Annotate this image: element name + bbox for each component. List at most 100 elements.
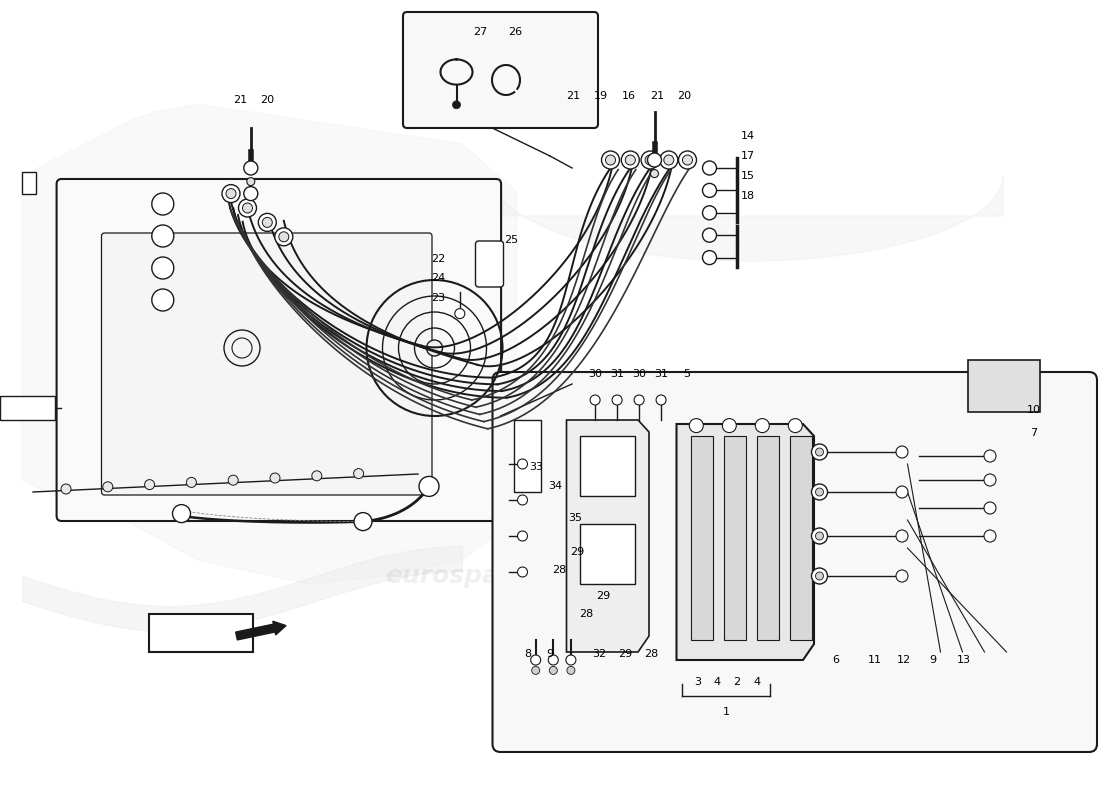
Text: 6: 6 xyxy=(833,655,839,665)
Circle shape xyxy=(275,228,293,246)
Text: 17: 17 xyxy=(741,151,755,161)
Text: 11: 11 xyxy=(868,655,881,665)
Circle shape xyxy=(224,330,260,366)
Circle shape xyxy=(242,203,253,213)
Bar xyxy=(724,436,746,640)
Circle shape xyxy=(278,232,289,242)
Text: 16: 16 xyxy=(623,91,636,101)
Circle shape xyxy=(531,666,540,674)
Text: 13: 13 xyxy=(957,655,970,665)
Bar xyxy=(968,360,1040,412)
Text: 19: 19 xyxy=(594,91,607,101)
Circle shape xyxy=(565,655,576,665)
Circle shape xyxy=(60,484,72,494)
Text: 23: 23 xyxy=(431,293,444,302)
Circle shape xyxy=(703,161,716,175)
Bar xyxy=(0,396,55,420)
Text: 30: 30 xyxy=(588,369,602,378)
Circle shape xyxy=(663,155,674,165)
Circle shape xyxy=(984,530,996,542)
Circle shape xyxy=(246,178,255,186)
Circle shape xyxy=(517,495,528,505)
Circle shape xyxy=(634,395,645,405)
Text: 4: 4 xyxy=(754,677,760,686)
Text: 7: 7 xyxy=(1031,428,1037,438)
Text: 20: 20 xyxy=(261,95,274,105)
Circle shape xyxy=(815,448,824,456)
FancyBboxPatch shape xyxy=(101,233,432,495)
Circle shape xyxy=(226,189,236,198)
Text: 21: 21 xyxy=(650,91,663,101)
Text: 2: 2 xyxy=(734,677,740,686)
Text: 28: 28 xyxy=(645,650,658,659)
Text: 25: 25 xyxy=(505,235,518,245)
Circle shape xyxy=(789,418,802,433)
Polygon shape xyxy=(493,176,1003,261)
Circle shape xyxy=(228,475,239,485)
Text: 3: 3 xyxy=(694,677,701,686)
Bar xyxy=(757,436,779,640)
Circle shape xyxy=(605,155,616,165)
Circle shape xyxy=(612,395,623,405)
Circle shape xyxy=(648,153,661,167)
Text: 10: 10 xyxy=(1027,406,1041,415)
Circle shape xyxy=(144,480,155,490)
Circle shape xyxy=(566,666,575,674)
Circle shape xyxy=(548,655,559,665)
Circle shape xyxy=(602,151,619,169)
FancyBboxPatch shape xyxy=(475,241,504,287)
Circle shape xyxy=(641,151,659,169)
Circle shape xyxy=(152,225,174,247)
FancyArrow shape xyxy=(235,622,286,640)
Circle shape xyxy=(703,206,716,220)
Circle shape xyxy=(454,309,465,318)
Circle shape xyxy=(262,218,273,227)
Text: 18: 18 xyxy=(741,191,755,201)
Circle shape xyxy=(530,655,541,665)
Text: 1: 1 xyxy=(723,707,729,717)
Circle shape xyxy=(679,151,696,169)
Circle shape xyxy=(812,444,827,460)
Circle shape xyxy=(625,155,636,165)
Circle shape xyxy=(645,155,656,165)
Text: 8: 8 xyxy=(525,650,531,659)
Circle shape xyxy=(354,513,372,530)
Text: 21: 21 xyxy=(566,91,580,101)
Circle shape xyxy=(152,193,174,215)
Circle shape xyxy=(690,418,703,433)
Circle shape xyxy=(353,469,364,478)
Polygon shape xyxy=(676,424,814,660)
Polygon shape xyxy=(566,420,649,652)
FancyBboxPatch shape xyxy=(56,179,502,521)
Text: 31: 31 xyxy=(610,369,624,378)
Circle shape xyxy=(517,531,528,541)
Circle shape xyxy=(311,470,322,481)
Text: 29: 29 xyxy=(571,547,584,557)
Circle shape xyxy=(517,567,528,577)
Text: 32: 32 xyxy=(593,650,606,659)
Circle shape xyxy=(812,528,827,544)
Circle shape xyxy=(152,289,174,311)
Circle shape xyxy=(244,186,257,201)
Circle shape xyxy=(427,340,442,356)
Bar xyxy=(22,172,36,194)
Circle shape xyxy=(812,568,827,584)
Text: 9: 9 xyxy=(547,650,553,659)
Circle shape xyxy=(239,199,256,217)
Polygon shape xyxy=(22,104,517,584)
Circle shape xyxy=(270,473,280,483)
FancyBboxPatch shape xyxy=(403,12,598,128)
Text: 29: 29 xyxy=(618,650,631,659)
Circle shape xyxy=(703,228,716,242)
Circle shape xyxy=(660,151,678,169)
Circle shape xyxy=(222,185,240,202)
Text: 28: 28 xyxy=(552,565,565,574)
Text: 30: 30 xyxy=(632,369,646,378)
Text: 33: 33 xyxy=(529,462,542,472)
Bar xyxy=(580,524,635,584)
Text: 22: 22 xyxy=(431,254,444,264)
Text: 35: 35 xyxy=(569,514,582,523)
Text: eurospares: eurospares xyxy=(198,292,356,316)
Text: 15: 15 xyxy=(741,171,755,181)
Text: 27: 27 xyxy=(474,27,487,37)
